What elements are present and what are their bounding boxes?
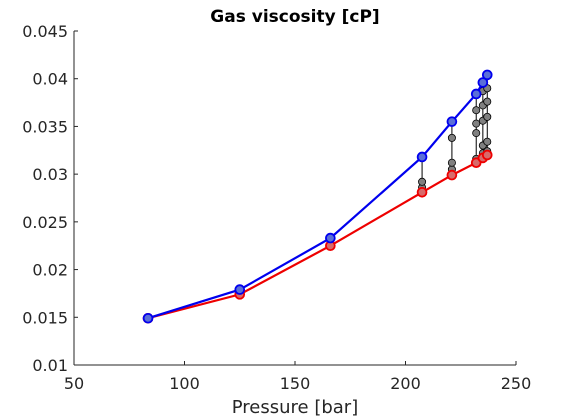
x-tick-label: 200 — [390, 374, 421, 393]
chart-title: Gas viscosity [cP] — [210, 7, 379, 27]
series-point-upper — [325, 232, 336, 244]
series-point-lower — [481, 149, 493, 161]
y-tick-label: 0.015 — [22, 308, 68, 327]
y-tick-label: 0.04 — [32, 70, 68, 89]
y-tick-label: 0.02 — [32, 261, 68, 280]
y-tick-label: 0.025 — [22, 213, 68, 232]
intermediate-point — [418, 177, 427, 186]
series-point-upper — [234, 284, 246, 295]
series-point-upper — [477, 77, 489, 88]
x-axis-title: Pressure [bar] — [232, 397, 358, 418]
intermediate-point — [472, 106, 481, 115]
intermediate-point — [483, 137, 492, 146]
series-point-upper — [416, 151, 428, 163]
x-tick-label: 100 — [169, 374, 200, 393]
y-tick-label: 0.035 — [22, 117, 68, 136]
intermediate-point — [447, 158, 456, 167]
series-point-lower — [446, 169, 458, 181]
series-point-upper — [142, 312, 154, 324]
y-tick-label: 0.01 — [32, 356, 68, 375]
x-tick-label: 250 — [501, 374, 532, 393]
series-point-lower — [416, 186, 428, 198]
x-tick-label: 150 — [280, 374, 311, 393]
y-tick-label: 0.045 — [22, 22, 68, 41]
x-tick-label: 50 — [64, 374, 84, 393]
series-line-upper — [147, 74, 489, 320]
series-line-lower — [147, 154, 488, 320]
intermediate-point — [447, 133, 456, 142]
intermediate-point — [483, 112, 492, 121]
y-tick-label: 0.03 — [32, 165, 68, 184]
plot-area: 50 100 150 200 250 0.01 0.015 0.02 0.025 0.03 0.03… — [22, 22, 531, 393]
series-point-upper — [481, 69, 493, 81]
series-point-upper — [470, 88, 482, 100]
intermediate-point — [483, 97, 492, 106]
intermediate-point — [472, 119, 481, 128]
intermediate-point — [472, 129, 481, 138]
series-point-upper — [446, 116, 458, 127]
